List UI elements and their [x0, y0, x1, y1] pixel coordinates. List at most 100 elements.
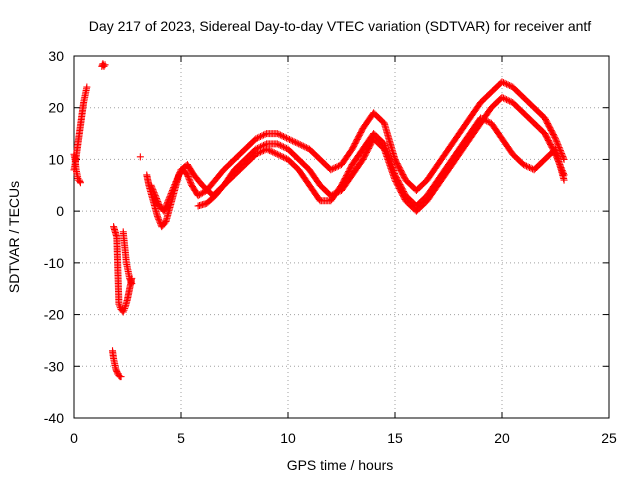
- data-point: [522, 162, 530, 170]
- data-point: [165, 194, 173, 202]
- data-point: [519, 161, 527, 169]
- data-point: [281, 144, 289, 152]
- data-point: [169, 185, 177, 193]
- data-point: [480, 116, 488, 124]
- data-point: [526, 164, 534, 172]
- plot-frame: [73, 55, 610, 419]
- series-track-c: [109, 347, 125, 381]
- data-point: [270, 149, 278, 157]
- data-point: [184, 172, 192, 180]
- data-point: [76, 179, 84, 187]
- data-point: [498, 78, 506, 86]
- data-point: [330, 164, 338, 172]
- data-point: [186, 177, 194, 185]
- data-point: [153, 195, 161, 203]
- data-point: [148, 183, 156, 191]
- data-point: [153, 196, 161, 204]
- data-point: [498, 93, 506, 101]
- data-point: [163, 200, 171, 208]
- data-point: [278, 132, 286, 140]
- data-point: [279, 143, 287, 151]
- data-point: [333, 163, 341, 171]
- series-track-e: [119, 228, 136, 288]
- data-point: [506, 82, 514, 90]
- data-point: [174, 173, 182, 181]
- data-point: [553, 138, 561, 146]
- data-point: [276, 141, 284, 149]
- data-point: [253, 134, 261, 142]
- data-point: [255, 133, 263, 141]
- data-point: [151, 190, 159, 198]
- data-point: [116, 304, 124, 312]
- data-point: [155, 217, 163, 225]
- data-point: [286, 135, 294, 143]
- data-point: [553, 139, 561, 147]
- series-track-a: [70, 83, 91, 174]
- data-point: [252, 150, 260, 158]
- data-point: [275, 130, 283, 138]
- data-point: [279, 133, 287, 141]
- data-point: [290, 138, 298, 146]
- data-point: [252, 135, 260, 143]
- data-point: [154, 198, 162, 206]
- data-point: [258, 132, 266, 140]
- data-point: [128, 280, 136, 288]
- data-point: [328, 165, 336, 173]
- data-point: [166, 192, 174, 200]
- data-point: [154, 214, 162, 222]
- data-point: [185, 174, 193, 182]
- data-point: [272, 150, 280, 158]
- data-point: [500, 79, 508, 87]
- data-point: [278, 152, 286, 160]
- data-point: [149, 186, 157, 194]
- data-point: [503, 80, 511, 88]
- y-tick-label: 10: [48, 151, 64, 167]
- y-tick-label: -10: [44, 255, 64, 271]
- data-point: [298, 141, 306, 149]
- data-point: [83, 83, 91, 91]
- grid-lines: [74, 56, 609, 418]
- series-track-a-low: [70, 150, 84, 187]
- data-point: [176, 169, 184, 177]
- data-point: [256, 133, 264, 141]
- y-tick-label: 30: [48, 48, 64, 64]
- data-point: [167, 191, 175, 199]
- data-point: [477, 114, 485, 122]
- series-track-f: [136, 153, 144, 161]
- data-point: [552, 135, 559, 143]
- data-point: [296, 141, 304, 149]
- data-point: [266, 147, 274, 155]
- data-point: [136, 153, 144, 161]
- y-tick-label: -40: [44, 410, 64, 426]
- data-point: [504, 81, 512, 89]
- data-point: [154, 199, 162, 207]
- data-point: [560, 176, 568, 184]
- data-point: [273, 130, 281, 138]
- data-point: [483, 117, 491, 125]
- data-point: [293, 139, 301, 147]
- data-point: [263, 145, 271, 153]
- data-point: [292, 138, 300, 146]
- x-tick-label: 5: [177, 430, 185, 446]
- data-point: [155, 215, 163, 223]
- data-point: [284, 135, 292, 143]
- x-tick-label: 25: [601, 430, 617, 446]
- data-point: [501, 95, 509, 103]
- data-point: [261, 130, 269, 138]
- data-point: [275, 151, 283, 159]
- data-point: [160, 207, 168, 215]
- data-point: [170, 184, 178, 192]
- data-point: [278, 142, 286, 150]
- x-tick-label: 20: [494, 430, 510, 446]
- x-tick-label: 15: [387, 430, 403, 446]
- data-point: [267, 147, 275, 155]
- data-point: [299, 142, 307, 150]
- data-point: [160, 206, 168, 214]
- data-point: [264, 146, 272, 154]
- data-point: [116, 302, 124, 310]
- series-track-d: [110, 223, 136, 316]
- y-tick-label: -20: [44, 307, 64, 323]
- data-point: [273, 150, 281, 158]
- data-point: [153, 212, 161, 220]
